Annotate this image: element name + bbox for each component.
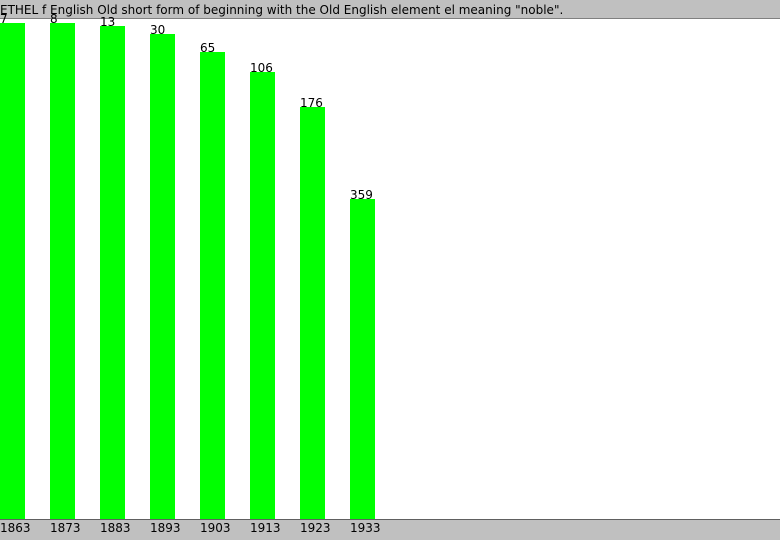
x-tick-label-1923: 1923 (300, 521, 331, 535)
x-tick-label-1933: 1933 (350, 521, 381, 535)
x-tick-label-1883: 1883 (100, 521, 131, 535)
x-tick-label-1893: 1893 (150, 521, 181, 535)
bar-1903 (200, 51, 225, 519)
x-axis-bar (0, 519, 780, 540)
plot-area (0, 19, 780, 519)
bar-1863 (0, 22, 25, 519)
x-tick-label-1913: 1913 (250, 521, 281, 535)
bar-1893 (150, 34, 175, 519)
value-label-1893: 30 (150, 23, 166, 37)
x-tick-label-1863: 1863 (0, 521, 31, 535)
x-tick-label-1873: 1873 (50, 521, 81, 535)
x-tick-label-1903: 1903 (200, 521, 231, 535)
chart-title: ETHEL f English Old short form of beginn… (0, 3, 564, 17)
bar-1933 (350, 198, 375, 519)
bar-1883 (100, 25, 125, 519)
value-label-1913: 106 (250, 61, 273, 75)
value-label-1933: 359 (350, 187, 373, 202)
value-label-1863: 7 (0, 11, 8, 26)
title-bar (0, 0, 780, 19)
value-label-1903: 65 (200, 40, 216, 55)
bar-1873 (50, 23, 75, 519)
value-label-1923: 176 (300, 96, 323, 110)
bar-1923 (300, 107, 325, 519)
value-label-1883: 13 (100, 14, 116, 29)
bar-1913 (250, 72, 275, 519)
value-label-1873: 8 (50, 12, 58, 26)
